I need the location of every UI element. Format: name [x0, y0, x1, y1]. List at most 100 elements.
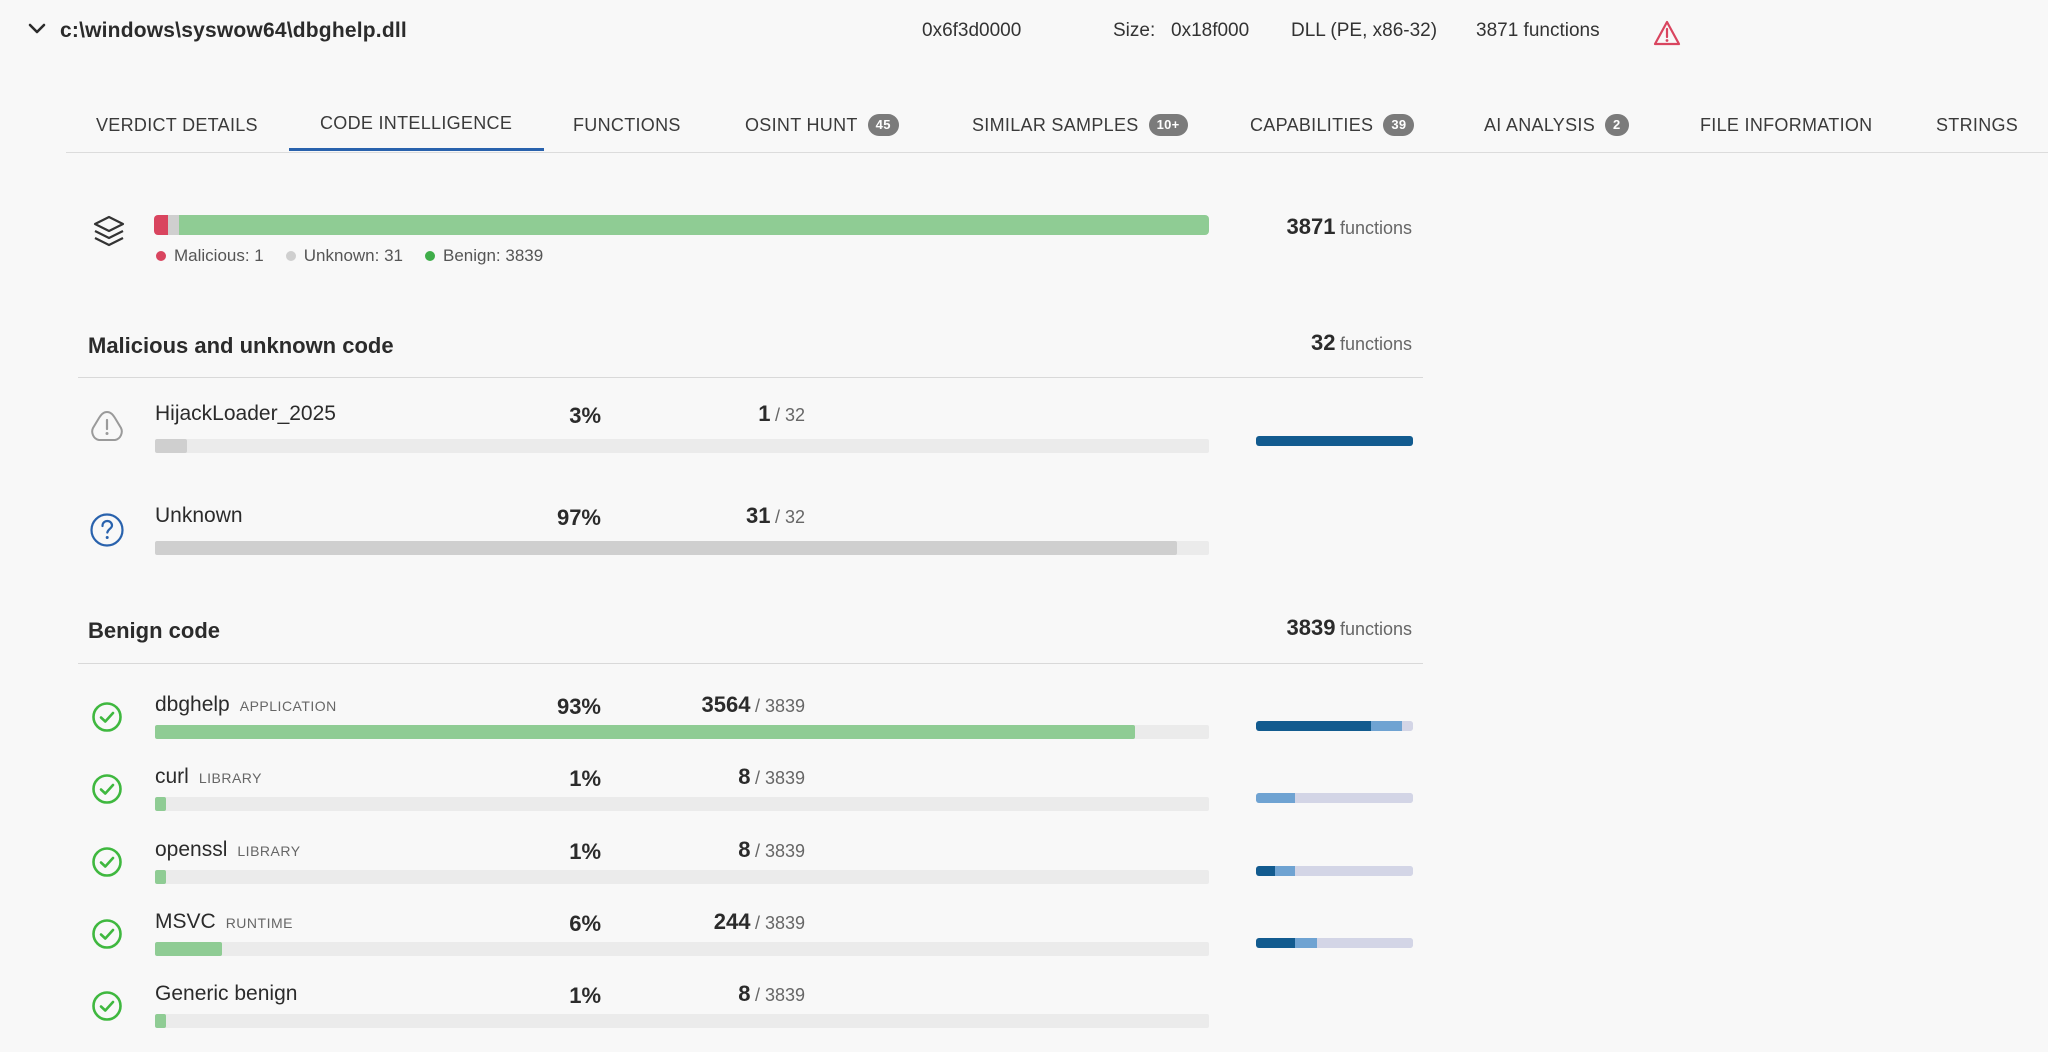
- check-circle-icon: [92, 774, 122, 804]
- section-unit: functions: [1339, 619, 1412, 639]
- legend-unknown: Unknown: 31: [285, 246, 403, 266]
- family-name: openssl: [155, 838, 228, 861]
- family-row-hijackloader[interactable]: HijackLoader_2025 3% 1 / 32: [0, 395, 1440, 465]
- fraction-numerator: 31: [746, 503, 771, 528]
- family-progress-fill: [155, 541, 1178, 555]
- verdict-legend: Malicious: 1 Unknown: 31 Benign: 3839: [156, 246, 543, 266]
- tab-strings[interactable]: STRINGS: [1936, 98, 2018, 152]
- section-divider: [78, 663, 1423, 664]
- size-value: 0x18f000: [1171, 20, 1250, 41]
- family-percent: 1%: [569, 766, 601, 791]
- section-divider: [78, 377, 1423, 378]
- tab-code-intelligence[interactable]: CODE INTELLIGENCE: [289, 98, 545, 151]
- mini-bar-segment: [1402, 721, 1413, 731]
- tab-label: OSINT HUNT: [745, 114, 858, 135]
- fraction-numerator: 8: [738, 764, 751, 789]
- fraction-denominator: / 32: [774, 507, 805, 527]
- tab-label: AI ANALYSIS: [1484, 114, 1596, 135]
- file-type: DLL (PE, x86-32): [1291, 20, 1438, 41]
- family-row-openssl[interactable]: openssl LIBRARY 1% 8 / 3839: [0, 837, 1440, 902]
- family-progress-track: [155, 439, 1209, 453]
- family-fraction: 31 / 32: [746, 503, 805, 529]
- mini-bar-segment: [1295, 938, 1318, 948]
- check-circle-icon: [92, 847, 122, 877]
- family-progress-track: [155, 1014, 1209, 1028]
- count-badge: 2: [1605, 114, 1629, 136]
- alert-icon: [91, 410, 123, 441]
- tab-capabilities[interactable]: CAPABILITIES 39: [1250, 98, 1415, 152]
- family-fraction: 8 / 3839: [738, 981, 805, 1007]
- family-row-generic-benign[interactable]: Generic benign 1% 8 / 3839: [0, 981, 1440, 1046]
- tab-verdict-details[interactable]: VERDICT DETAILS: [96, 98, 258, 152]
- check-circle-icon: [92, 991, 122, 1021]
- mini-bar-segment: [1256, 721, 1371, 731]
- tab-osint-hunt[interactable]: OSINT HUNT 45: [745, 98, 899, 152]
- malicious-section-count: 32 functions: [1311, 330, 1412, 356]
- family-mini-bar: [1256, 938, 1413, 948]
- fraction-numerator: 8: [738, 981, 751, 1006]
- family-percent: 1%: [569, 983, 601, 1008]
- legend-label: Unknown: 31: [303, 246, 403, 265]
- malicious-segment: [154, 215, 168, 235]
- family-mini-bar: [1256, 721, 1413, 731]
- family-progress-fill: [155, 870, 166, 884]
- section-count: 32: [1311, 330, 1336, 355]
- benign-section-count: 3839 functions: [1287, 615, 1412, 641]
- family-percent: 3%: [569, 403, 601, 428]
- family-row-msvc[interactable]: MSVC RUNTIME 6% 244 / 3839: [0, 909, 1440, 974]
- family-progress-track: [155, 870, 1209, 884]
- chevron-down-icon[interactable]: [26, 18, 48, 40]
- mini-bar-segment: [1256, 938, 1296, 948]
- count-badge: 10+: [1148, 114, 1188, 136]
- family-name-group: curl LIBRARY: [155, 765, 262, 789]
- legend-label: Benign: 3839: [443, 246, 544, 265]
- function-count: 3871 functions: [1476, 20, 1600, 41]
- check-circle-icon: [92, 702, 122, 732]
- family-name: MSVC: [155, 910, 216, 933]
- family-fraction: 244 / 3839: [714, 909, 805, 935]
- fraction-denominator: / 3839: [754, 985, 805, 1005]
- family-row-unknown[interactable]: Unknown 97% 31 / 32: [0, 497, 1440, 567]
- family-progress-fill: [155, 942, 223, 956]
- legend-malicious: Malicious: 1: [156, 246, 264, 266]
- family-name: dbghelp: [155, 693, 230, 716]
- family-percent: 97%: [556, 505, 601, 530]
- unknown-dot: [285, 251, 296, 261]
- family-type-tag: LIBRARY: [198, 770, 263, 786]
- fraction-numerator: 3564: [701, 692, 751, 717]
- fraction-denominator: / 3839: [754, 768, 805, 788]
- family-progress-track: [155, 541, 1209, 555]
- mini-bar-segment: [1256, 866, 1275, 876]
- family-fraction: 8 / 3839: [738, 764, 805, 790]
- tab-functions[interactable]: FUNCTIONS: [573, 98, 681, 152]
- family-name-group: dbghelp APPLICATION: [155, 693, 337, 717]
- family-fraction: 8 / 3839: [738, 837, 805, 863]
- family-type-tag: LIBRARY: [237, 843, 301, 859]
- family-row-curl[interactable]: curl LIBRARY 1% 8 / 3839: [0, 764, 1440, 829]
- tab-bar: VERDICT DETAILS CODE INTELLIGENCE FUNCTI…: [66, 98, 2048, 153]
- tab-file-information[interactable]: FILE INFORMATION: [1700, 98, 1872, 152]
- mini-bar-segment: [1274, 866, 1296, 876]
- legend-benign: Benign: 3839: [425, 246, 543, 266]
- tab-label: FILE INFORMATION: [1700, 114, 1873, 135]
- check-circle-icon: [92, 919, 122, 949]
- benign-section-title: Benign code: [88, 618, 221, 643]
- family-progress-track: [155, 942, 1209, 956]
- fraction-denominator: / 3839: [754, 913, 805, 933]
- tab-ai-analysis[interactable]: AI ANALYSIS 2: [1484, 98, 1629, 152]
- fraction-numerator: 8: [738, 837, 751, 862]
- mini-bar-segment: [1295, 866, 1413, 876]
- mini-bar-segment: [1370, 721, 1402, 731]
- tab-similar-samples[interactable]: SIMILAR SAMPLES 10+: [972, 98, 1188, 152]
- mini-bar-segment: [1256, 793, 1296, 803]
- family-row-dbghelp[interactable]: dbghelp APPLICATION 93% 3564 / 3839: [0, 692, 1440, 757]
- tab-label: FUNCTIONS: [573, 114, 681, 135]
- family-name: HijackLoader_2025: [155, 402, 336, 425]
- family-progress-track: [155, 725, 1209, 739]
- count-badge: 39: [1383, 114, 1415, 136]
- family-percent: 1%: [569, 839, 601, 864]
- family-mini-bar: [1256, 436, 1413, 446]
- malicious-dot: [156, 251, 166, 261]
- family-name-group: Generic benign: [155, 982, 307, 1006]
- question-icon: [90, 513, 124, 547]
